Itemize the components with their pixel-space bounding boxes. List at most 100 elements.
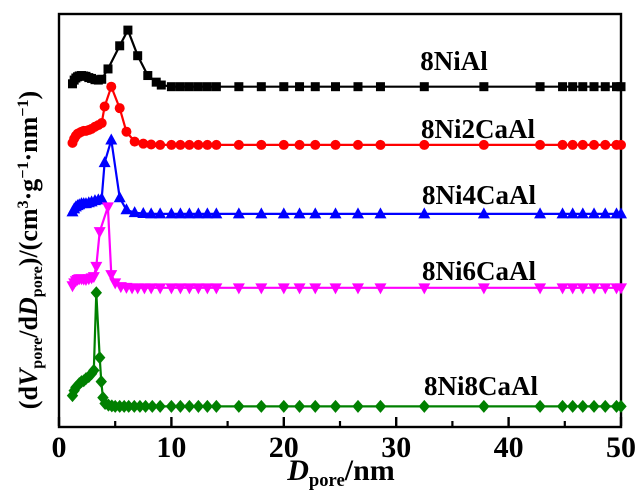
marker-triangle-up [309,207,322,219]
marker-diamond [588,399,600,413]
marker-diamond [374,399,387,413]
marker-square [184,82,194,92]
marker-triangle-up [255,207,268,219]
marker-diamond [174,399,187,413]
x-tick-label: 10 [156,431,186,464]
marker-square [211,82,221,92]
y-axis-title: (dVpore/dDpore)/(cm3·g−1·nm−1) [14,91,46,409]
marker-triangle-down [277,283,290,295]
marker-diamond [577,399,589,413]
marker-triangle-up [277,207,290,219]
marker-triangle-up [201,207,214,219]
marker-square [331,82,341,92]
marker-triangle-down [374,283,387,295]
marker-square [151,77,161,87]
marker-circle [567,139,578,150]
marker-diamond [165,399,178,413]
marker-triangle-up [588,207,601,219]
marker-triangle-up [154,207,167,219]
marker-diamond [233,399,245,413]
marker-triangle-down [145,283,158,295]
marker-triangle-down [418,283,431,295]
marker-square [600,82,610,92]
marker-circle [294,139,305,150]
axis-title-segment: /d [14,316,43,338]
marker-triangle-up [576,207,589,219]
marker-triangle-up [192,207,205,219]
marker-triangle-up [418,207,431,219]
marker-triangle-down [329,283,342,295]
marker-circle [184,139,195,150]
marker-triangle-up [174,207,187,219]
marker-circle [155,139,166,150]
marker-triangle-down [293,283,306,295]
marker-triangle-down [588,283,601,295]
marker-circle [175,139,186,150]
marker-diamond [88,363,100,377]
marker-square [202,82,212,92]
marker-circle [589,139,600,150]
series-8Ni8CaAl [66,286,627,413]
marker-triangle-up [95,192,108,204]
series-8Ni6CaAl [66,202,627,295]
marker-square [123,25,133,35]
marker-diamond [352,399,364,413]
marker-square [479,82,489,92]
marker-triangle-up [145,207,158,219]
series-line-8Ni4CaAl [71,139,621,215]
axis-title-segment: pore [308,469,345,491]
marker-square [535,82,545,92]
series-markers-8Ni2CaAl [67,81,626,150]
marker-triangle-down [566,283,579,295]
series-8Ni2CaAl [67,81,626,150]
marker-diamond [93,351,106,365]
marker-diamond [309,399,321,413]
marker-triangle-down [87,272,100,284]
marker-triangle-down [90,261,103,273]
marker-triangle-down [534,283,547,295]
marker-square [375,82,385,92]
marker-triangle-up [534,207,547,219]
marker-triangle-down [101,202,114,214]
series-markers-8Ni4CaAl [66,133,627,219]
marker-square [234,82,244,92]
marker-triangle-down [351,283,364,295]
marker-triangle-down [105,270,118,282]
marker-circle [146,139,157,150]
marker-circle [166,139,177,150]
marker-square [589,82,599,92]
axis-title-segment: )/(cm [14,208,43,267]
marker-diamond [599,399,611,413]
marker-circle [478,139,489,150]
marker-circle [106,81,117,92]
marker-square [166,82,176,92]
marker-square [115,41,125,51]
marker-circle [330,139,341,150]
marker-triangle-up [183,207,196,219]
marker-square [419,82,429,92]
marker-diamond [293,399,306,413]
marker-triangle-up [210,207,223,219]
marker-circle [96,118,107,129]
marker-triangle-down [210,283,223,295]
marker-circle [256,139,267,150]
marker-circle [233,139,244,150]
marker-triangle-down [576,283,589,295]
marker-triangle-down [192,283,205,295]
marker-triangle-up [98,156,111,168]
marker-diamond [556,399,569,413]
marker-triangle-up [615,207,627,219]
marker-square [143,71,153,81]
marker-triangle-down [174,283,187,295]
marker-square [578,82,588,92]
marker-square [133,51,143,61]
marker-diamond [478,399,490,413]
marker-diamond [255,399,268,413]
marker-triangle-down [154,283,167,295]
series-label: 8Ni8CaAl [424,371,538,401]
marker-triangle-down [93,227,106,239]
marker-triangle-up [566,207,579,219]
axis-title-segment: ·g [14,178,43,201]
marker-square [256,82,266,92]
